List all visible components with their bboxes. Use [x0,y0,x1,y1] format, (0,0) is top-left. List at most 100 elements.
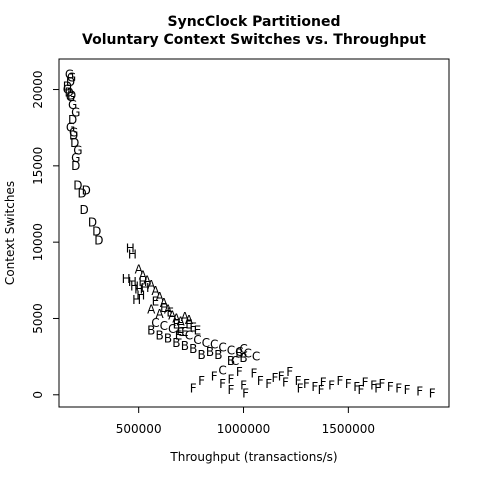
data-point-a: A [147,302,156,316]
data-point-g: G [68,98,77,112]
data-point-d: D [92,224,101,238]
data-point-a: A [177,315,186,329]
y-tick-label: 5000 [31,303,45,334]
y-axis: 0 5000 10000 15000 20000 [31,70,60,399]
data-point-a: A [172,311,181,325]
x-tick-label: 1500000 [322,422,375,436]
data-point-f: F [362,376,369,390]
data-point-f: F [219,377,226,391]
data-point-d: D [88,215,97,229]
data-point-g: G [73,144,82,158]
data-point-c: C [218,363,226,377]
data-point-f: F [227,373,234,387]
data-point-e: E [166,305,174,319]
data-point-d: D [63,79,72,93]
data-point-h: H [138,275,147,289]
data-point-h: H [134,282,143,296]
data-point-a: A [160,296,169,310]
data-point-b: B [227,354,235,368]
data-point-f: F [278,369,285,383]
y-tick-label: 20000 [31,70,45,108]
data-point-f: F [251,366,258,380]
data-point-b: B [181,339,189,353]
data-point-f: F [357,383,364,397]
data-point-c: C [244,347,252,361]
data-point-f: F [190,382,197,396]
data-point-h: H [140,281,149,295]
data-point-f: F [227,383,234,397]
data-point-f: F [303,377,310,391]
data-point-a: A [168,308,177,322]
data-point-g: G [63,83,72,97]
data-point-a: A [181,310,190,324]
data-point-f: F [297,382,304,396]
data-point-f: F [265,377,272,391]
data-point-f: F [378,377,385,391]
chart-title: SyncClock Partitioned [168,14,341,30]
data-point-f: F [374,382,381,396]
data-point-c: C [193,333,201,347]
data-point-e: E [194,324,202,338]
y-tick-label: 0 [31,391,45,399]
data-point-f: F [429,386,436,400]
data-point-b: B [206,345,214,359]
data-point-d: D [94,234,103,248]
data-point-c: C [239,342,247,356]
data-point-h: H [122,272,131,286]
data-point-d: D [71,159,80,173]
data-point-c: C [252,350,260,364]
data-point-f: F [416,385,423,399]
data-point-f: F [387,380,394,394]
data-point-a: A [185,313,194,327]
data-point-f: F [320,376,327,390]
data-point-f: F [370,379,377,393]
data-point-g: G [66,90,75,104]
x-tick-label: 500000 [116,422,162,436]
data-point-f: F [295,374,302,388]
data-point-e: E [177,322,185,336]
data-point-c: C [176,325,184,339]
data-point-f: F [198,374,205,388]
data-point-f: F [286,365,293,379]
data-point-f: F [211,369,218,383]
data-point-d: D [70,136,79,150]
data-point-g: G [65,67,74,81]
y-tick-label: 10000 [31,223,45,261]
data-point-d: D [69,128,78,142]
data-point-b: B [214,348,222,362]
data-point-b: B [172,336,180,350]
data-point-d: D [66,75,75,89]
data-point-f: F [272,371,279,385]
data-point-e: E [173,318,181,332]
data-point-c: C [151,316,159,330]
y-axis-label: Context Switches [3,181,17,285]
data-point-f: F [395,382,402,396]
data-point-c: C [231,354,239,368]
chart-subtitle: Voluntary Context Switches vs. Throughpu… [82,32,426,48]
data-point-c: C [210,337,218,351]
data-point-c: C [235,345,243,359]
data-point-a: A [164,302,173,316]
data-point-f: F [337,374,344,388]
data-point-g: G [67,70,76,84]
data-point-f: F [311,380,318,394]
data-point-h: H [136,289,145,303]
data-point-e: E [181,325,189,339]
data-point-a: A [143,273,152,287]
data-point-f: F [236,365,243,379]
data-point-e: E [152,295,160,309]
data-point-b: B [164,331,172,345]
data-point-c: C [202,336,210,350]
data-point-f: F [345,377,352,391]
data-point-f: F [328,379,335,393]
x-tick-label: 1000000 [217,422,270,436]
data-point-c: C [185,328,193,342]
data-point-e: E [189,321,197,335]
data-point-b: B [147,324,155,338]
data-point-g: G [69,125,78,139]
data-point-c: C [160,319,168,333]
data-point-g: G [66,121,75,135]
data-point-d: D [67,89,76,103]
data-point-e: E [175,328,183,342]
